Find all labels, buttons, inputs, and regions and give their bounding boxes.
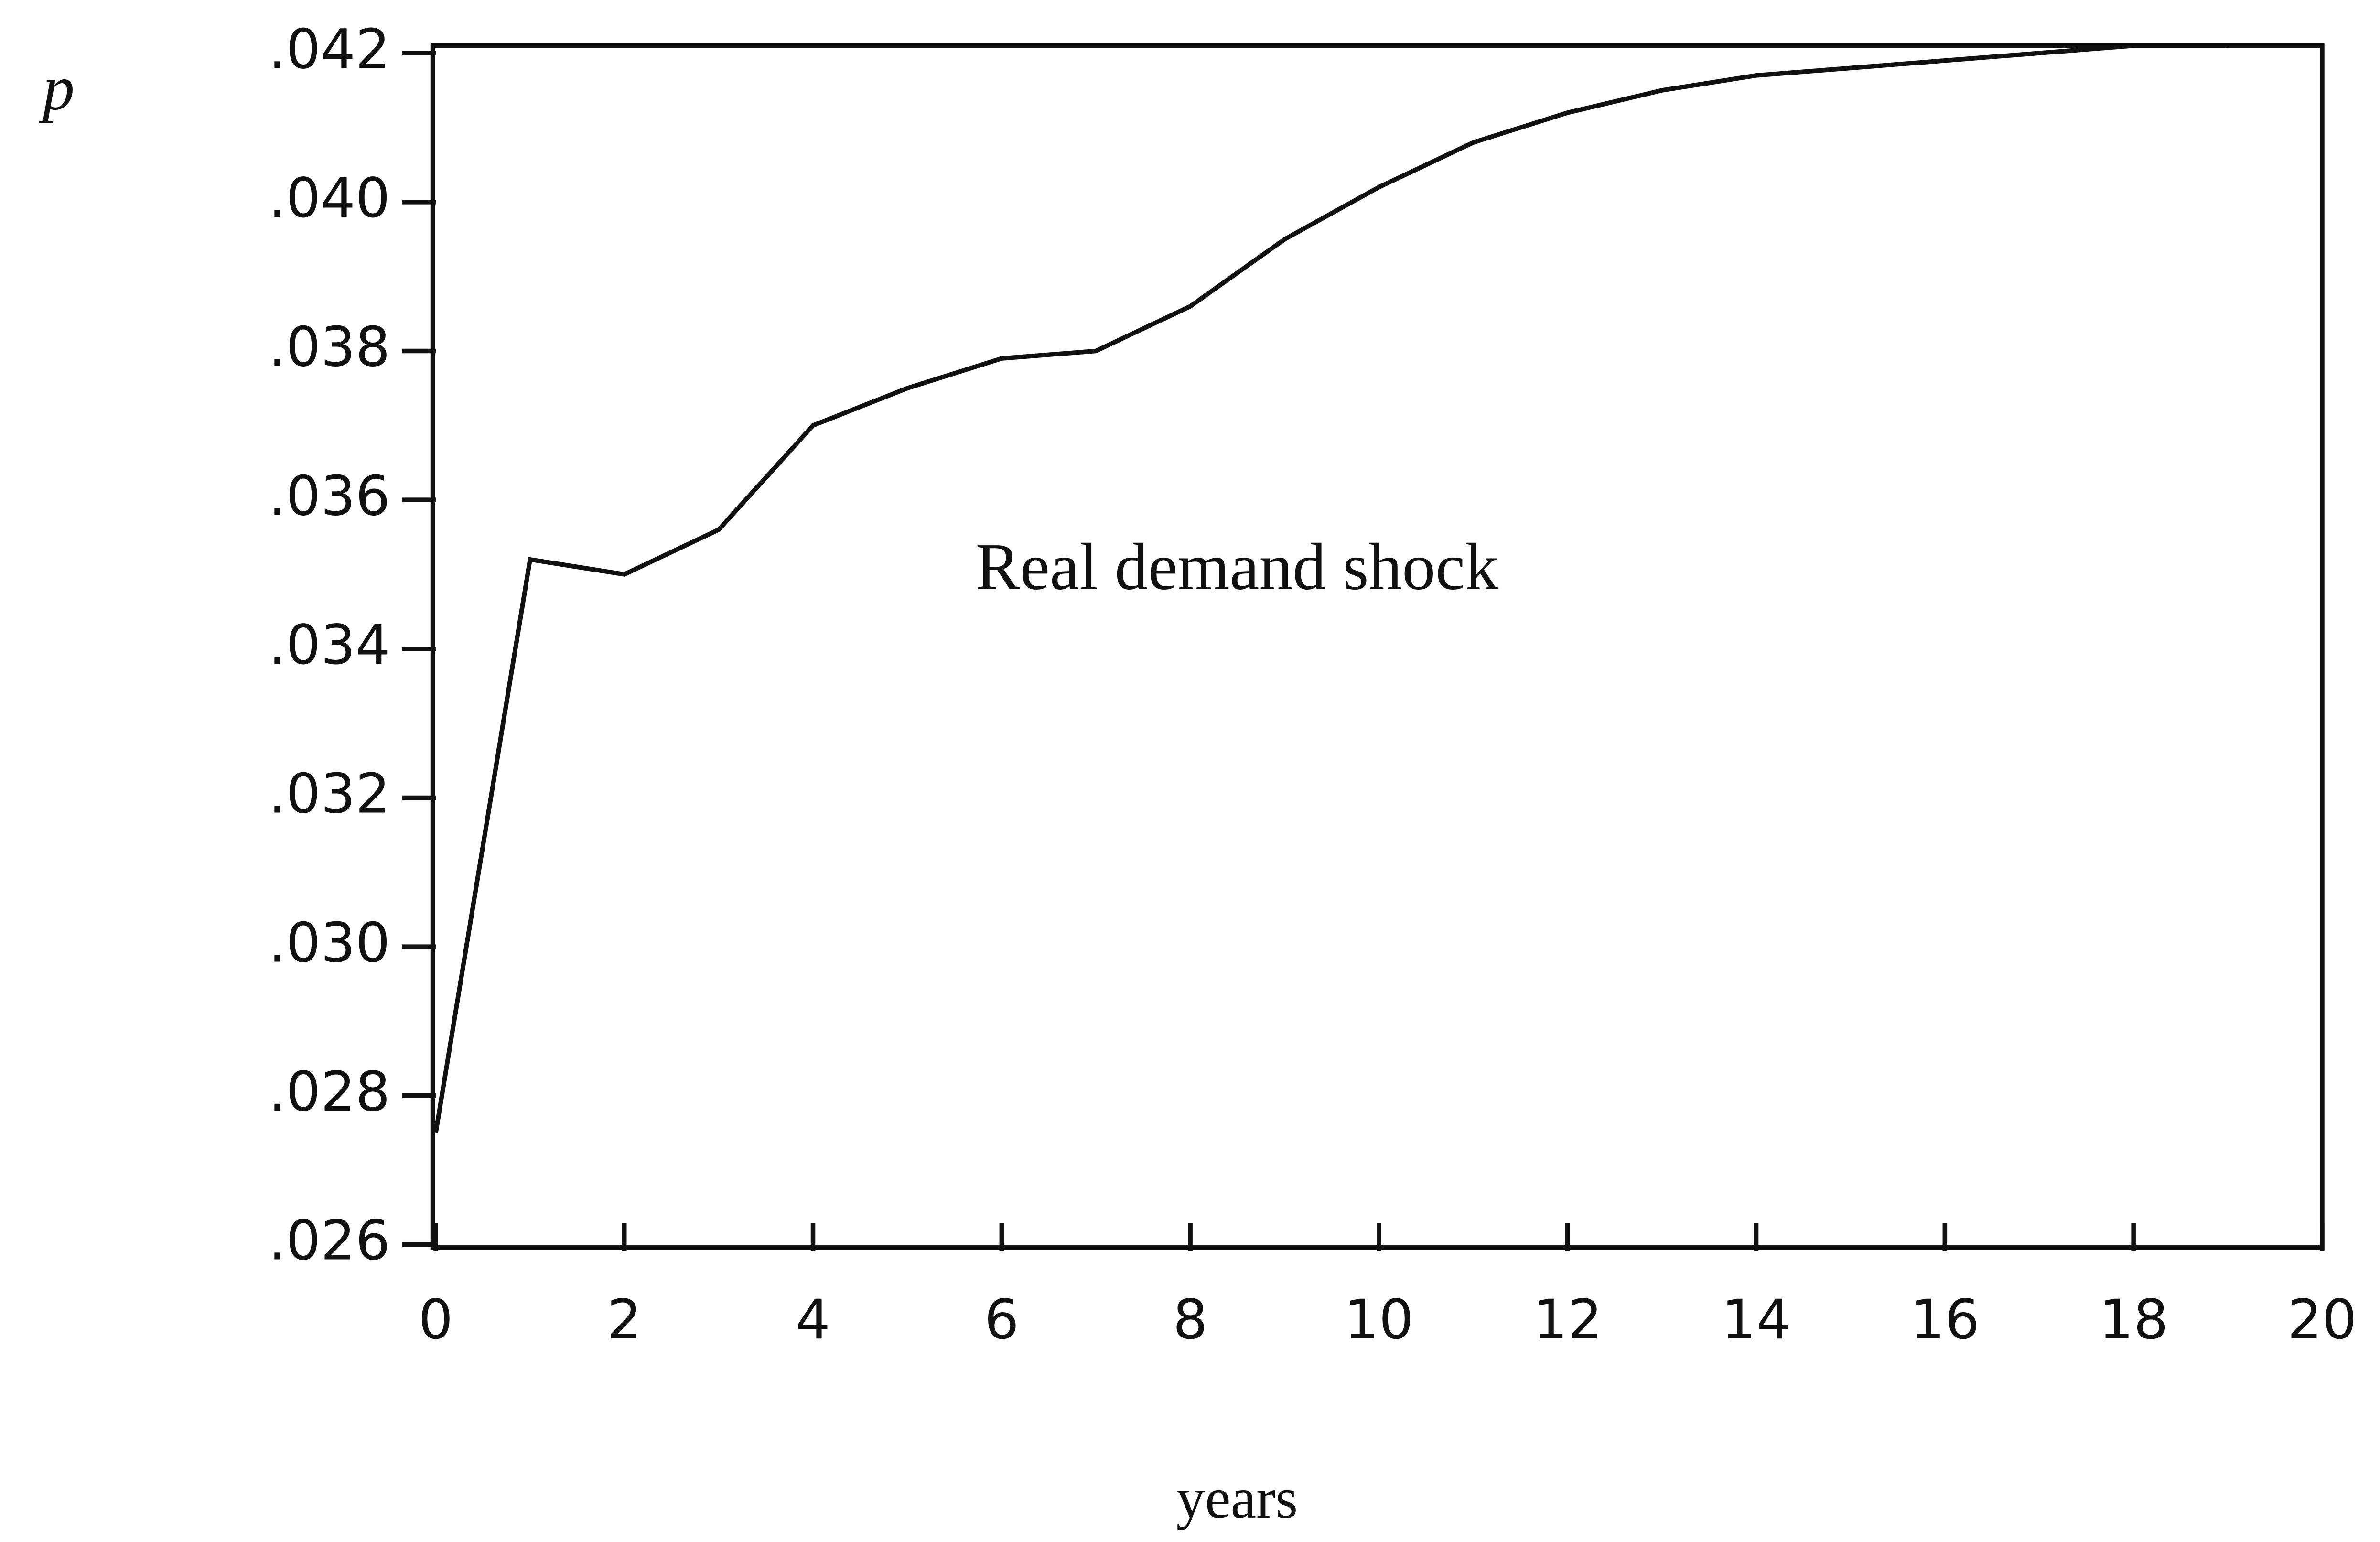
plot-frame	[430, 43, 2325, 1250]
y-tick-label: .028	[269, 1060, 390, 1123]
y-tick-label: .032	[269, 762, 390, 826]
x-tick-label: 18	[2099, 1288, 2168, 1351]
y-tick-label: .030	[269, 911, 390, 974]
x-axis-label: years	[1176, 1467, 1298, 1531]
y-tick-label: .038	[269, 315, 390, 379]
x-tick-label: 8	[1173, 1288, 1208, 1351]
y-axis-label: p	[39, 53, 75, 123]
x-tick-label: 10	[1344, 1288, 1413, 1351]
x-tick-label: 12	[1533, 1288, 1602, 1351]
annotation: Real demand shock	[976, 530, 1499, 604]
y-tick-label: .026	[269, 1209, 390, 1272]
x-tick-label: 14	[1722, 1288, 1791, 1351]
y-tick-label: .036	[269, 464, 390, 528]
x-tick-label: 6	[984, 1288, 1019, 1351]
x-tick-label: 2	[607, 1288, 642, 1351]
y-tick-label: .042	[269, 17, 390, 81]
x-tick-label: 4	[796, 1288, 830, 1351]
x-tick-label: 20	[2287, 1288, 2357, 1351]
y-tick-label: .040	[269, 166, 390, 230]
y-tick-label: .034	[269, 613, 390, 677]
line-series	[433, 43, 2228, 1133]
x-tick-label: 16	[1910, 1288, 1980, 1351]
x-tick-label: 0	[419, 1288, 453, 1351]
